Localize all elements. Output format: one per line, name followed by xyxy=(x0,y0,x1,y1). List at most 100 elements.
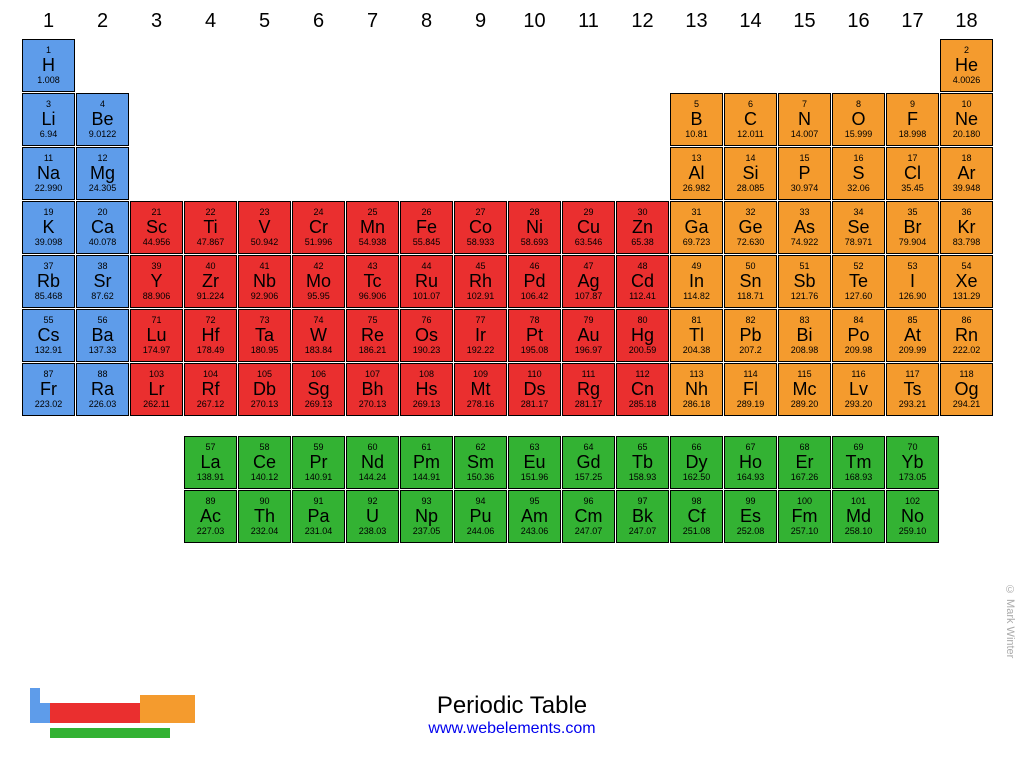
element-symbol: Cu xyxy=(577,218,600,237)
element-cell: 93Np237.05 xyxy=(400,490,453,543)
atomic-number: 54 xyxy=(961,262,971,271)
element-symbol: No xyxy=(901,507,924,526)
element-symbol: Al xyxy=(688,164,704,183)
atomic-number: 115 xyxy=(797,370,811,379)
element-symbol: Sr xyxy=(94,272,112,291)
atomic-number: 32 xyxy=(745,208,755,217)
atomic-mass: 207.2 xyxy=(739,346,762,355)
atomic-number: 52 xyxy=(853,262,863,271)
element-cell: 90Th232.04 xyxy=(238,490,291,543)
element-cell: 24Cr51.996 xyxy=(292,201,345,254)
atomic-mass: 262.11 xyxy=(143,400,170,409)
element-symbol: Eu xyxy=(523,453,545,472)
element-cell: 65Tb158.93 xyxy=(616,436,669,489)
atomic-mass: 87.62 xyxy=(91,292,114,301)
element-symbol: La xyxy=(200,453,220,472)
element-symbol: H xyxy=(42,56,55,75)
atomic-mass: 39.948 xyxy=(953,184,981,193)
group-header: 4 xyxy=(184,10,237,33)
atomic-mass: 286.18 xyxy=(683,400,711,409)
atomic-mass: 69.723 xyxy=(683,238,711,247)
element-cell: 20Ca40.078 xyxy=(76,201,129,254)
element-symbol: Mc xyxy=(793,380,817,399)
element-symbol: Db xyxy=(253,380,276,399)
element-symbol: He xyxy=(955,56,978,75)
atomic-number: 38 xyxy=(97,262,107,271)
element-cell: 115Mc289.20 xyxy=(778,363,831,416)
atomic-number: 20 xyxy=(97,208,107,217)
element-cell: 101Md258.10 xyxy=(832,490,885,543)
element-symbol: Sb xyxy=(793,272,815,291)
atomic-number: 15 xyxy=(799,154,809,163)
atomic-mass: 39.098 xyxy=(35,238,63,247)
atomic-mass: 227.03 xyxy=(197,527,225,536)
atomic-mass: 95.95 xyxy=(307,292,330,301)
element-symbol: U xyxy=(366,507,379,526)
atomic-mass: 4.0026 xyxy=(953,76,981,85)
atomic-number: 90 xyxy=(259,497,269,506)
element-symbol: Pt xyxy=(526,326,543,345)
element-cell: 79Au196.97 xyxy=(562,309,615,362)
element-cell: 40Zr91.224 xyxy=(184,255,237,308)
element-cell: 42Mo95.95 xyxy=(292,255,345,308)
atomic-mass: 58.933 xyxy=(467,238,495,247)
element-cell: 12Mg24.305 xyxy=(76,147,129,200)
atomic-mass: 208.98 xyxy=(791,346,819,355)
atomic-mass: 231.04 xyxy=(305,527,333,536)
atomic-mass: 54.938 xyxy=(359,238,387,247)
atomic-number: 99 xyxy=(745,497,755,506)
atomic-mass: 96.906 xyxy=(359,292,387,301)
atomic-number: 78 xyxy=(529,316,539,325)
element-symbol: Tl xyxy=(689,326,704,345)
atomic-mass: 281.17 xyxy=(575,400,603,409)
atomic-mass: 173.05 xyxy=(899,473,927,482)
atomic-mass: 20.180 xyxy=(953,130,981,139)
group-header: 17 xyxy=(886,10,939,33)
element-cell: 35Br79.904 xyxy=(886,201,939,254)
element-symbol: Ts xyxy=(904,380,922,399)
atomic-mass: 226.03 xyxy=(89,400,117,409)
element-symbol: Kr xyxy=(958,218,976,237)
atomic-mass: 257.10 xyxy=(791,527,819,536)
atomic-number: 45 xyxy=(475,262,485,271)
group-header: 5 xyxy=(238,10,291,33)
atomic-mass: 192.22 xyxy=(467,346,495,355)
element-cell: 107Bh270.13 xyxy=(346,363,399,416)
atomic-mass: 32.06 xyxy=(847,184,870,193)
atomic-mass: 6.94 xyxy=(40,130,58,139)
element-cell: 46Pd106.42 xyxy=(508,255,561,308)
element-symbol: Ru xyxy=(415,272,438,291)
atomic-mass: 9.0122 xyxy=(89,130,117,139)
element-symbol: Re xyxy=(361,326,384,345)
element-symbol: S xyxy=(852,164,864,183)
element-symbol: Nb xyxy=(253,272,276,291)
element-cell: 116Lv293.20 xyxy=(832,363,885,416)
group-header: 15 xyxy=(778,10,831,33)
atomic-mass: 190.23 xyxy=(413,346,441,355)
element-cell: 48Cd112.41 xyxy=(616,255,669,308)
element-cell: 73Ta180.95 xyxy=(238,309,291,362)
element-cell: 111Rg281.17 xyxy=(562,363,615,416)
atomic-number: 61 xyxy=(421,443,431,452)
atomic-number: 93 xyxy=(421,497,431,506)
element-cell: 113Nh286.18 xyxy=(670,363,723,416)
atomic-mass: 24.305 xyxy=(89,184,117,193)
group-header: 10 xyxy=(508,10,561,33)
atomic-number: 26 xyxy=(421,208,431,217)
element-cell: 29Cu63.546 xyxy=(562,201,615,254)
atomic-number: 23 xyxy=(259,208,269,217)
element-symbol: Ta xyxy=(255,326,274,345)
element-cell: 75Re186.21 xyxy=(346,309,399,362)
element-symbol: Pb xyxy=(739,326,761,345)
atomic-number: 81 xyxy=(691,316,701,325)
element-symbol: Cm xyxy=(575,507,603,526)
element-cell: 98Cf251.08 xyxy=(670,490,723,543)
element-symbol: At xyxy=(904,326,921,345)
element-symbol: Pr xyxy=(310,453,328,472)
element-cell: 71Lu174.97 xyxy=(130,309,183,362)
element-symbol: I xyxy=(910,272,915,291)
element-cell: 109Mt278.16 xyxy=(454,363,507,416)
atomic-number: 33 xyxy=(799,208,809,217)
element-symbol: N xyxy=(798,110,811,129)
atomic-mass: 114.82 xyxy=(683,292,710,301)
